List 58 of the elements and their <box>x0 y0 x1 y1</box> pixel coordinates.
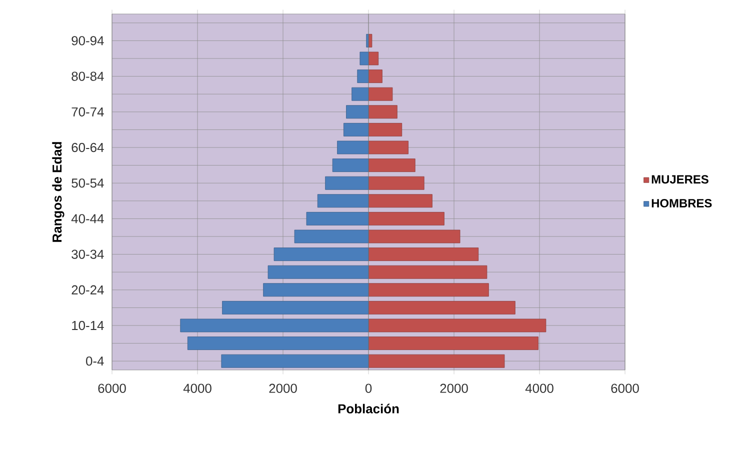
bar <box>325 176 369 190</box>
x-tick-label: 6000 <box>98 384 126 393</box>
bar <box>368 283 489 297</box>
bar <box>360 52 369 66</box>
x-axis-title: Población <box>338 404 399 414</box>
bar <box>306 212 369 226</box>
bar <box>368 70 382 83</box>
y-tick-label: 90-94 <box>72 36 104 46</box>
bar <box>368 87 393 101</box>
bar <box>263 283 369 297</box>
bar <box>368 105 398 119</box>
bar <box>187 336 369 350</box>
bar <box>368 34 372 48</box>
x-tick-label: 4000 <box>525 384 554 393</box>
y-tick-label: 80-84 <box>72 72 104 81</box>
legend-label: MUJERES <box>652 175 708 184</box>
bar <box>268 265 369 279</box>
y-tick-label: 20-24 <box>72 285 104 294</box>
bar <box>368 300 516 314</box>
bar <box>332 158 369 172</box>
y-tick-label: 40-44 <box>71 214 104 224</box>
y-tick-label: 10-14 <box>72 320 104 330</box>
bar <box>368 230 460 244</box>
bar <box>368 354 505 368</box>
bar <box>357 70 369 83</box>
bar <box>368 52 379 66</box>
bar <box>368 122 402 136</box>
bar <box>368 176 424 190</box>
bar <box>352 87 369 101</box>
y-axis-title: Rangos de Edad <box>52 142 64 242</box>
bar <box>337 140 369 154</box>
bar <box>368 248 479 261</box>
y-tick-label: 70-74 <box>72 107 104 116</box>
y-tick-label: 0-4 <box>86 356 104 366</box>
y-tick-label: 60-64 <box>72 142 104 152</box>
y-tick-label: 50-54 <box>72 178 104 188</box>
bar <box>368 140 408 154</box>
x-tick-label: 2000 <box>440 384 468 393</box>
bar <box>368 265 488 279</box>
bar <box>180 318 369 332</box>
bar <box>368 336 538 350</box>
bar <box>344 122 369 136</box>
bar <box>294 230 369 244</box>
x-tick-label: 4000 <box>183 384 212 393</box>
bar <box>317 194 369 208</box>
bar <box>346 105 369 119</box>
x-tick-label: 6000 <box>611 384 639 393</box>
bar <box>222 300 369 314</box>
x-tick-label: 2000 <box>269 384 297 393</box>
bar <box>368 194 432 208</box>
bar <box>368 212 444 226</box>
x-tick-label: 0 <box>365 384 372 393</box>
bar <box>368 318 546 332</box>
bar <box>274 248 369 261</box>
bar <box>221 354 369 368</box>
legend-label: HOMBRES <box>652 198 712 208</box>
bar <box>368 158 416 172</box>
y-tick-label: 30-34 <box>72 250 104 259</box>
